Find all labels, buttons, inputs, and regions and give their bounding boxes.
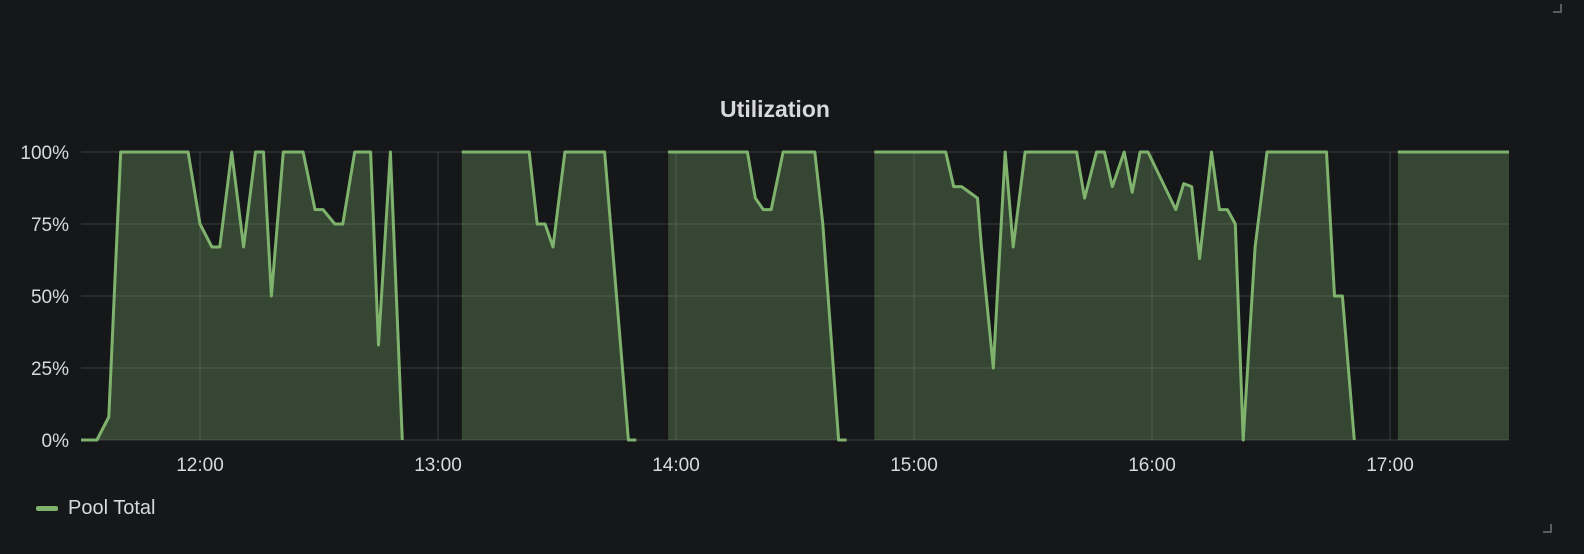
legend[interactable]: Pool Total xyxy=(36,497,155,520)
legend-swatch-pool-total xyxy=(36,506,58,511)
y-tick-label: 100% xyxy=(20,143,69,164)
series-area-pool-total xyxy=(874,152,1355,440)
chart-title: Utilization xyxy=(720,96,830,122)
series-area-pool-total xyxy=(668,152,847,440)
x-tick-label: 15:00 xyxy=(890,455,938,476)
y-tick-label: 25% xyxy=(31,359,69,380)
series-area-pool-total xyxy=(81,152,403,440)
series-line-pool-total[interactable] xyxy=(668,150,847,442)
panel-resize-handle-top[interactable] xyxy=(1553,4,1562,13)
x-tick-label: 14:00 xyxy=(652,455,700,476)
series-line-pool-total[interactable] xyxy=(461,150,637,442)
y-tick-label: 0% xyxy=(42,431,70,452)
x-tick-label: 17:00 xyxy=(1366,455,1414,476)
y-tick-label: 50% xyxy=(31,287,69,308)
x-tick-label: 12:00 xyxy=(176,455,224,476)
panel-resize-handle[interactable] xyxy=(1543,524,1552,533)
series-area-pool-total xyxy=(461,152,637,440)
legend-label-pool-total[interactable]: Pool Total xyxy=(68,497,156,519)
x-tick-label: 13:00 xyxy=(414,455,462,476)
x-tick-label: 16:00 xyxy=(1128,455,1176,476)
y-tick-label: 75% xyxy=(31,215,69,236)
series-line-pool-total[interactable] xyxy=(874,150,1356,442)
series-area-pool-total xyxy=(1397,152,1509,440)
series-line-pool-total[interactable] xyxy=(81,150,404,442)
